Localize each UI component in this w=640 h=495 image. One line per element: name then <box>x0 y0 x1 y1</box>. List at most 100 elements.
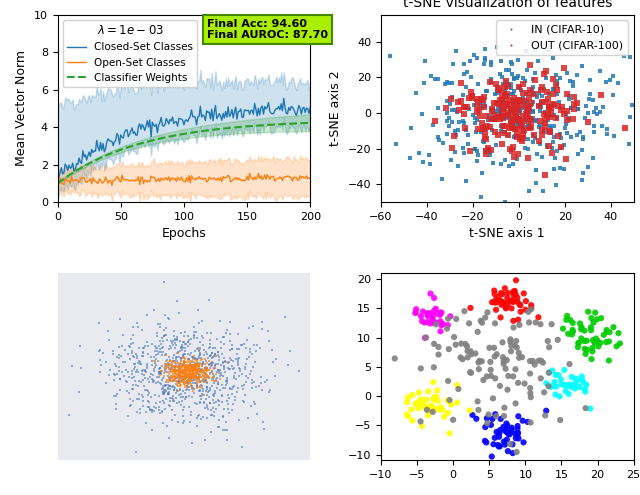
Point <box>180 373 190 381</box>
Point <box>174 369 184 377</box>
Point <box>209 408 219 416</box>
Point <box>123 412 133 420</box>
Point <box>232 350 242 358</box>
Point <box>501 420 511 428</box>
Point <box>156 369 166 377</box>
Point <box>177 373 188 381</box>
IN (CIFAR-10) <box>480 45 490 53</box>
IN (CIFAR-10) <box>417 110 427 118</box>
Point <box>190 372 200 380</box>
Point <box>550 378 560 386</box>
Point <box>444 429 454 437</box>
Point <box>177 373 187 381</box>
Point <box>209 345 220 352</box>
Point <box>180 367 191 375</box>
IN (CIFAR-10) <box>580 114 591 122</box>
Point <box>471 415 481 423</box>
Point <box>193 371 204 379</box>
IN (CIFAR-10) <box>528 98 538 106</box>
Point <box>256 379 266 387</box>
IN (CIFAR-10) <box>424 151 435 159</box>
Point <box>151 379 161 387</box>
Point <box>154 403 164 411</box>
Point <box>186 384 196 392</box>
IN (CIFAR-10) <box>461 83 471 91</box>
Point <box>149 402 159 410</box>
IN (CIFAR-10) <box>564 92 574 99</box>
Point <box>150 404 161 412</box>
Point <box>192 361 202 369</box>
IN (CIFAR-10) <box>523 135 533 143</box>
Point <box>149 306 159 314</box>
Point <box>188 365 198 373</box>
Point <box>191 374 202 382</box>
Point <box>270 372 280 380</box>
Point <box>180 378 191 386</box>
Point <box>173 375 184 383</box>
Point <box>95 356 105 364</box>
Point <box>170 344 180 351</box>
Point <box>191 373 201 381</box>
IN (CIFAR-10) <box>442 117 452 125</box>
Point <box>568 326 578 334</box>
IN (CIFAR-10) <box>444 114 454 122</box>
Point <box>502 289 513 297</box>
Point <box>126 335 136 343</box>
OUT (CIFAR-100) <box>518 89 529 97</box>
Point <box>539 389 549 396</box>
Point <box>67 362 77 370</box>
Point <box>205 411 216 419</box>
Point <box>165 361 175 369</box>
Point <box>188 368 198 376</box>
Point <box>195 345 205 353</box>
Point <box>194 346 204 353</box>
Point <box>182 342 193 349</box>
Point <box>127 347 137 355</box>
Point <box>226 356 236 364</box>
Point <box>196 317 207 325</box>
IN (CIFAR-10) <box>543 90 554 98</box>
IN (CIFAR-10) <box>470 119 480 127</box>
Line: Classifier Weights: Classifier Weights <box>58 123 310 183</box>
IN (CIFAR-10) <box>573 104 583 112</box>
Point <box>172 382 182 390</box>
Point <box>154 406 164 414</box>
Point <box>202 359 212 367</box>
Point <box>225 330 235 338</box>
Point <box>162 356 172 364</box>
Point <box>189 331 199 339</box>
IN (CIFAR-10) <box>447 94 457 101</box>
Point <box>239 365 250 373</box>
Point <box>173 364 184 372</box>
Point <box>589 339 600 346</box>
Point <box>173 359 184 367</box>
Point <box>189 362 199 370</box>
Point <box>190 347 200 355</box>
Point <box>214 366 225 374</box>
Point <box>155 369 165 377</box>
Point <box>191 361 201 369</box>
Point <box>182 384 193 392</box>
Point <box>169 372 179 380</box>
Point <box>168 368 178 376</box>
Point <box>211 377 221 385</box>
Point <box>181 387 191 395</box>
IN (CIFAR-10) <box>527 85 537 93</box>
Point <box>197 384 207 392</box>
IN (CIFAR-10) <box>512 155 522 163</box>
Point <box>445 312 456 320</box>
OUT (CIFAR-100) <box>481 112 492 120</box>
IN (CIFAR-10) <box>585 90 595 98</box>
Point <box>513 412 524 420</box>
Point <box>182 380 193 388</box>
Point <box>189 367 199 375</box>
Point <box>207 368 217 376</box>
OUT (CIFAR-100) <box>456 97 467 105</box>
IN (CIFAR-10) <box>437 175 447 183</box>
Point <box>178 370 188 378</box>
Point <box>200 366 211 374</box>
Point <box>147 361 157 369</box>
Point <box>413 404 423 412</box>
IN (CIFAR-10) <box>463 140 474 148</box>
Point <box>230 393 241 400</box>
